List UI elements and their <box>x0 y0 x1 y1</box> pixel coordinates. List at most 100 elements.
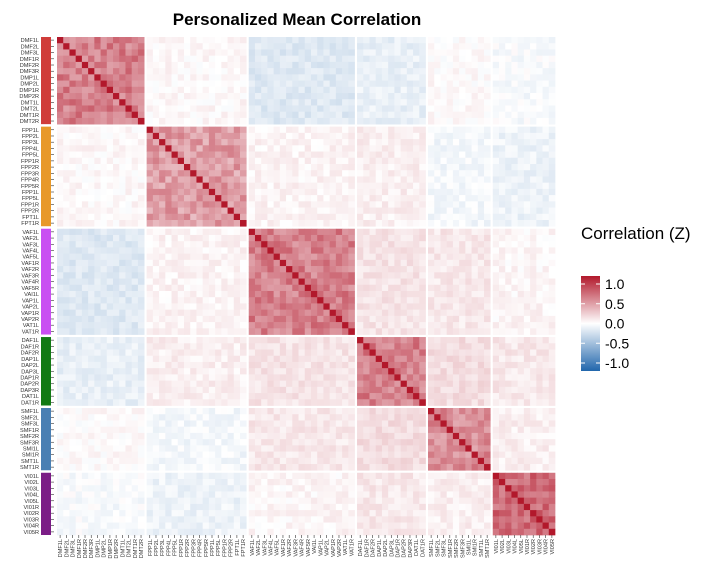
heatmap-cell <box>381 361 389 369</box>
heatmap-cell <box>323 176 330 184</box>
heatmap-cell <box>381 309 389 317</box>
heatmap-cell <box>484 80 491 88</box>
heatmap-cell <box>477 117 485 125</box>
heatmap-cell <box>357 309 364 317</box>
heatmap-cell <box>190 374 197 381</box>
heatmap-cell <box>335 343 343 350</box>
heatmap-cell <box>511 61 518 69</box>
heatmap-cell <box>523 68 531 75</box>
heatmap-cell <box>81 157 89 165</box>
heatmap-cell <box>221 176 228 184</box>
heatmap-cell <box>177 420 185 428</box>
heatmap-cell <box>465 337 472 344</box>
heatmap-cell <box>146 207 154 215</box>
heatmap-cell <box>292 337 299 344</box>
heatmap-cell <box>233 272 241 279</box>
heatmap-cell <box>254 349 262 357</box>
heatmap-cell <box>446 349 454 357</box>
heatmap-cell <box>137 272 145 279</box>
heatmap-cell <box>446 272 454 279</box>
heatmap-cell <box>298 213 306 221</box>
heatmap-cell <box>477 278 485 286</box>
heatmap-cell <box>335 328 343 335</box>
heatmap-cell <box>348 55 355 63</box>
heatmap-cell <box>286 163 293 171</box>
heatmap-cell <box>335 399 343 406</box>
heatmap-cell <box>335 247 343 254</box>
heatmap-cell <box>233 361 241 369</box>
heatmap-cell <box>323 380 330 388</box>
heatmap-cell <box>375 151 383 159</box>
heatmap-cell <box>177 297 185 304</box>
heatmap-cell <box>171 432 179 440</box>
heatmap-cell <box>88 207 95 215</box>
heatmap-cell <box>113 80 120 88</box>
heatmap-cell <box>69 201 77 208</box>
heatmap-cell <box>428 105 435 113</box>
heatmap-cell <box>233 163 241 171</box>
heatmap-cell <box>221 290 228 298</box>
heatmap-cell <box>329 297 337 304</box>
heatmap-cell <box>323 43 330 50</box>
heatmap-cell <box>536 201 543 208</box>
heatmap-cell <box>465 117 472 125</box>
heatmap-cell <box>335 303 343 310</box>
heatmap-cell <box>406 253 414 261</box>
heatmap-cell <box>434 297 441 304</box>
heatmap-cell <box>261 132 268 140</box>
heatmap-cell <box>248 439 256 446</box>
heatmap-cell <box>165 328 172 335</box>
heatmap-cell <box>88 303 95 310</box>
heatmap-cell <box>190 297 197 304</box>
heatmap-cell <box>434 414 441 421</box>
heatmap-cell <box>342 253 349 261</box>
heatmap-cell <box>511 188 518 196</box>
heatmap-cell <box>394 49 401 57</box>
heatmap-cell <box>381 278 389 286</box>
heatmap-cell <box>298 374 306 381</box>
heatmap-cell <box>329 414 337 421</box>
heatmap-cell <box>221 145 228 152</box>
heatmap-cell <box>363 43 370 50</box>
heatmap-cell <box>165 220 172 227</box>
heatmap-cell <box>69 151 77 159</box>
heatmap-cell <box>106 355 114 363</box>
heatmap-cell <box>348 188 355 196</box>
heatmap-cell <box>419 201 426 208</box>
heatmap-cell <box>530 188 537 196</box>
heatmap-cell <box>357 303 364 310</box>
heatmap-cell <box>342 303 349 310</box>
heatmap-cell <box>459 241 466 248</box>
heatmap-cell <box>159 247 166 254</box>
heatmap-cell <box>434 145 441 152</box>
heatmap-cell <box>202 234 210 242</box>
heatmap-cell <box>357 55 364 63</box>
heatmap-cell <box>492 37 500 44</box>
heatmap-cell <box>505 228 512 236</box>
heatmap-cell <box>317 337 324 344</box>
heatmap-cell <box>388 86 395 94</box>
heatmap-cell <box>208 259 216 267</box>
heatmap-cell <box>196 349 204 357</box>
heatmap-cell <box>177 349 185 357</box>
heatmap-cell <box>190 247 197 254</box>
heatmap-cell <box>419 247 426 254</box>
heatmap-cell <box>342 43 349 50</box>
heatmap-cell <box>113 414 120 421</box>
heatmap-cell <box>292 368 299 375</box>
heatmap-cell <box>329 343 337 350</box>
heatmap-cell <box>375 439 383 446</box>
heatmap-cell <box>267 234 274 242</box>
heatmap-cell <box>106 163 114 171</box>
heatmap-cell <box>119 368 126 375</box>
heatmap-cell <box>100 43 108 50</box>
heatmap-cell <box>254 328 262 335</box>
heatmap-cell <box>183 86 191 94</box>
heatmap-cell <box>152 284 160 292</box>
heatmap-cell <box>498 111 506 119</box>
heatmap-cell <box>152 176 160 184</box>
heatmap-cell <box>323 399 330 406</box>
heatmap-cell <box>106 361 114 369</box>
heatmap-cell <box>63 68 70 75</box>
heatmap-cell <box>536 337 543 344</box>
